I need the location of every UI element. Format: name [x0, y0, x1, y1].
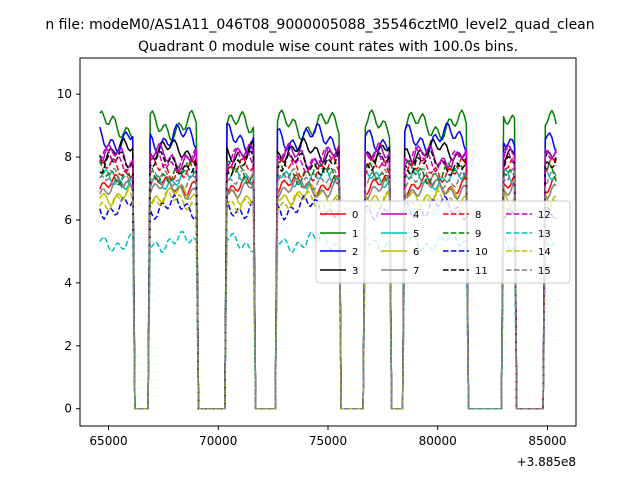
x-axis: 65000 70000 75000 80000 85000 — [89, 426, 567, 448]
y-tick-label: 10 — [57, 87, 72, 101]
chart-title: Quadrant 0 module wise count rates with … — [138, 39, 518, 55]
plot-lines — [99, 109, 557, 410]
legend-label: 13 — [538, 229, 551, 240]
legend-frame — [315, 200, 571, 284]
legend-label: 8 — [475, 210, 481, 221]
legend-label: 2 — [352, 247, 358, 258]
y-tick-label: 0 — [64, 402, 72, 416]
legend-label: 5 — [413, 229, 419, 240]
x-axis-offset-label: +3.885e8 — [517, 455, 576, 469]
y-tick-label: 2 — [64, 339, 72, 353]
legend-label: 9 — [475, 229, 481, 240]
series-line-15 — [99, 167, 557, 410]
legend-label: 0 — [352, 210, 358, 221]
x-tick-label: 75000 — [309, 434, 347, 448]
legend-label: 7 — [413, 266, 419, 277]
y-tick-label: 6 — [64, 213, 72, 227]
x-tick-label: 85000 — [528, 434, 566, 448]
series-line-9 — [99, 159, 557, 410]
legend-label: 15 — [538, 266, 551, 277]
legend-label: 14 — [538, 247, 551, 258]
legend-label: 12 — [538, 210, 551, 221]
legend-label: 3 — [352, 266, 358, 277]
figure-suptitle: n file: modeM0/AS1A11_046T08_9000005088_… — [45, 17, 594, 33]
legend-label: 10 — [475, 247, 488, 258]
legend-label: 11 — [475, 266, 488, 277]
legend-label: 6 — [413, 247, 419, 258]
y-tick-label: 4 — [64, 276, 72, 290]
y-tick-label: 8 — [64, 150, 72, 164]
legend-label: 1 — [352, 229, 358, 240]
x-tick-label: 65000 — [89, 434, 127, 448]
legend-label: 4 — [413, 210, 419, 221]
y-axis: 0 2 4 6 8 10 — [57, 87, 80, 416]
x-tick-label: 80000 — [419, 434, 457, 448]
series-line-8 — [99, 156, 557, 410]
x-tick-label: 70000 — [199, 434, 237, 448]
